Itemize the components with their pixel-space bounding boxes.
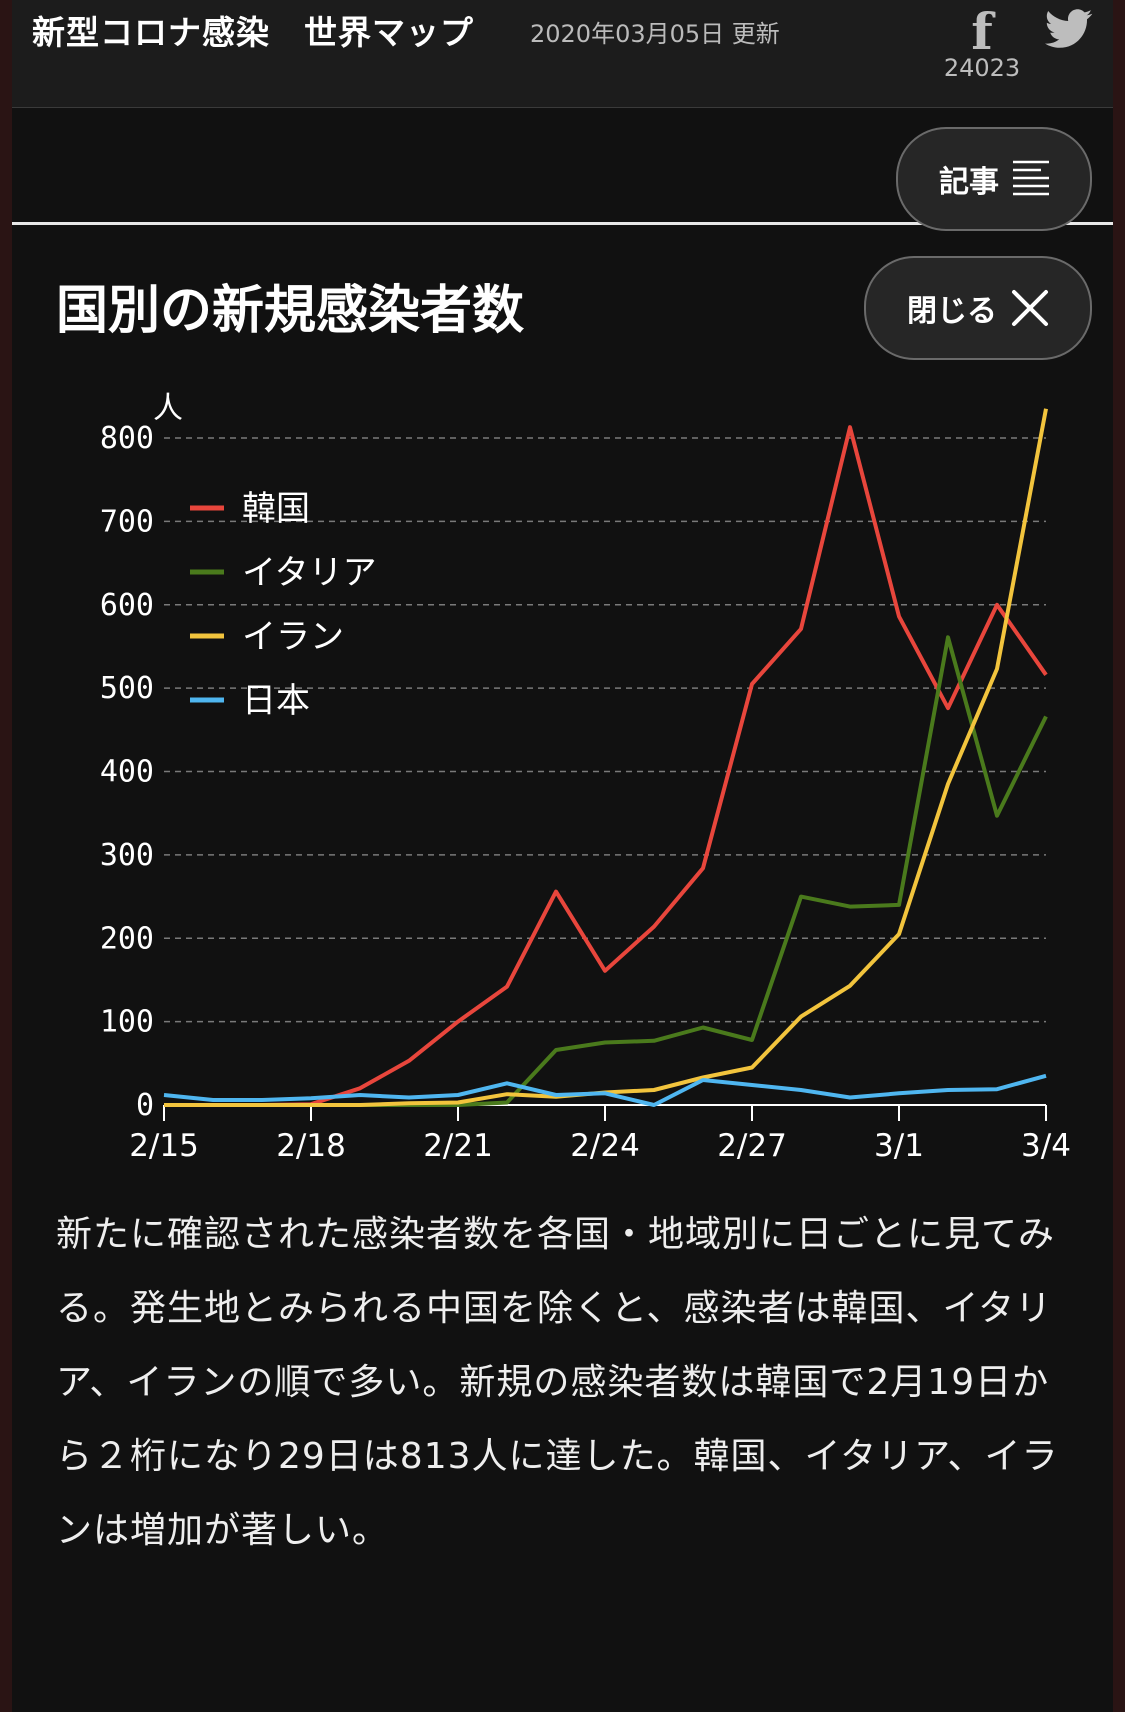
x-tick-label: 2/24 — [570, 1128, 640, 1164]
legend-label: イラン — [242, 617, 344, 657]
x-tick-label: 2/27 — [717, 1128, 787, 1164]
y-tick-label: 400 — [100, 755, 154, 790]
legend-label: 日本 — [242, 681, 310, 721]
y-tick-label: 0 — [136, 1088, 154, 1123]
y-tick-label: 100 — [100, 1005, 154, 1040]
x-tick-label: 2/18 — [276, 1128, 346, 1164]
article-list-icon — [1013, 160, 1049, 196]
y-tick-label: 600 — [100, 588, 154, 623]
y-axis-label: 人 — [153, 391, 183, 426]
x-tick-label: 2/21 — [423, 1128, 493, 1164]
y-tick-label: 800 — [100, 421, 154, 456]
close-icon — [1012, 290, 1048, 326]
site-title[interactable]: 新型コロナ感染 世界マップ — [32, 6, 474, 54]
article-row: 記事 — [12, 107, 1113, 231]
facebook-share-count: 24023 — [943, 54, 1021, 82]
y-tick-label: 200 — [100, 921, 154, 956]
facebook-icon[interactable]: f — [971, 2, 993, 61]
legend-label: 韓国 — [242, 489, 310, 529]
legend-label: イタリア — [242, 553, 377, 593]
updated-date: 2020年03月05日 更新 — [530, 20, 780, 48]
article-button[interactable]: 記事 — [896, 127, 1092, 231]
description-text: 新たに確認された感染者数を各国・地域別に日ごとに見てみる。発生地とみられる中国を… — [56, 1214, 1059, 1551]
article-button-label: 記事 — [939, 165, 999, 200]
site-title-main: 新型コロナ感染 — [32, 13, 270, 52]
twitter-icon[interactable] — [1045, 8, 1093, 50]
x-tick-label: 3/1 — [874, 1128, 924, 1164]
series-line-4 — [163, 1073, 1047, 1107]
line-chart: 人 0 100 200 300 400 500 600 700 800 2/15 2/18 2/21 2/… — [100, 391, 1071, 1164]
close-button[interactable]: 閉じる — [864, 256, 1092, 360]
site-title-sub: 世界マップ — [304, 13, 474, 52]
y-tick-label: 500 — [100, 671, 154, 706]
page-frame: 新型コロナ感染 世界マップ 2020年03月05日 更新 f 24023 記事 国… — [12, 0, 1113, 1712]
close-button-label: 閉じる — [907, 294, 997, 329]
x-tick-label: 3/4 — [1021, 1128, 1071, 1164]
y-tick-label: 700 — [100, 504, 154, 539]
top-bar: 新型コロナ感染 世界マップ 2020年03月05日 更新 f 24023 — [12, 0, 1113, 108]
y-tick-label: 300 — [100, 838, 154, 873]
x-tick-label: 2/15 — [129, 1128, 199, 1164]
chart-title: 国別の新規感染者数 — [56, 281, 525, 341]
